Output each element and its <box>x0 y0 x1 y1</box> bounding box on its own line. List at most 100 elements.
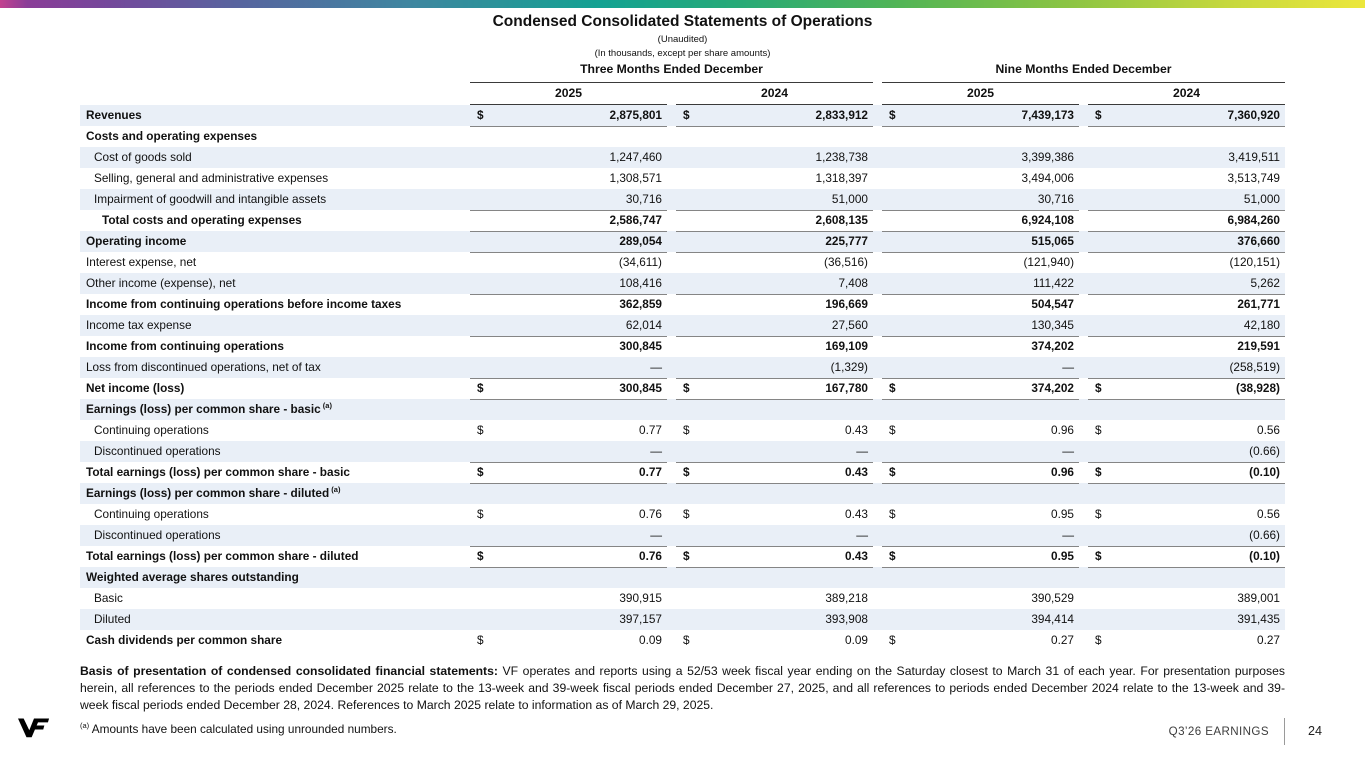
value-cell: 51,000 <box>1088 189 1285 211</box>
cell-value: 0.27 <box>1051 633 1074 647</box>
value-cell: 515,065 <box>882 231 1079 253</box>
value-cell: 3,419,511 <box>1088 147 1285 168</box>
value-cell <box>882 483 1079 504</box>
value-cell: $0.77 <box>470 462 667 484</box>
dollar-sign: $ <box>477 549 484 563</box>
value-cell: 394,414 <box>882 609 1079 630</box>
row-label: Cash dividends per common share <box>86 633 283 647</box>
value-cell: 225,777 <box>676 231 873 253</box>
value-cell: — <box>470 525 667 547</box>
value-cell: 5,262 <box>1088 273 1285 295</box>
cell-value: 1,318,397 <box>815 171 868 185</box>
table-row: Total earnings (loss) per common share -… <box>80 462 1285 484</box>
title-block: Condensed Consolidated Statements of Ope… <box>0 13 1365 59</box>
dollar-sign: $ <box>683 633 690 647</box>
row-label: Cost of goods sold <box>94 150 192 164</box>
cell-value: (0.66) <box>1249 444 1280 458</box>
cell-value: 3,399,386 <box>1021 150 1074 164</box>
cell-value: 7,360,920 <box>1227 108 1280 122</box>
cell-value: 0.56 <box>1257 423 1280 437</box>
value-cell <box>1088 126 1285 147</box>
row-label: Total earnings (loss) per common share -… <box>86 549 359 563</box>
value-cell <box>676 126 873 147</box>
earnings-label: Q3’26 EARNINGS <box>1168 724 1269 738</box>
cell-value: 0.77 <box>639 465 662 479</box>
value-cell: $0.43 <box>676 420 873 441</box>
table-body: Revenues $2,875,801 $2,833,912 $7,439,173 $7… <box>80 105 1285 651</box>
cell-value: 196,669 <box>825 297 868 311</box>
value-cell: $ (38,928) <box>1088 378 1285 400</box>
cell-value: 111,422 <box>1033 276 1074 290</box>
cell-value: 5,262 <box>1250 276 1280 290</box>
cell-value: 376,660 <box>1237 234 1280 248</box>
cell-value: 3,494,006 <box>1021 171 1074 185</box>
value-cell: 397,157 <box>470 609 667 630</box>
value-cell: 2,608,135 <box>676 210 873 232</box>
header-spacer <box>80 83 461 105</box>
row-label: Total earnings (loss) per common share -… <box>86 465 350 479</box>
cell-value: 362,859 <box>619 297 662 311</box>
row-label: Discontinued operations <box>94 444 221 458</box>
value-cell <box>1088 399 1285 420</box>
cell-value: — <box>1062 360 1074 374</box>
cell-value: 0.09 <box>845 633 868 647</box>
value-cell: 289,054 <box>470 231 667 253</box>
cell-value: 62,014 <box>625 318 662 332</box>
dollar-sign: $ <box>683 465 690 479</box>
cell-value: 391,435 <box>1237 612 1280 626</box>
cell-value: 374,202 <box>1031 339 1074 353</box>
cell-value: 2,875,801 <box>609 108 662 122</box>
value-cell: $0.09 <box>470 630 667 651</box>
value-cell <box>882 567 1079 588</box>
value-cell: $0.56 <box>1088 420 1285 441</box>
value-cell: $0.95 <box>882 546 1079 568</box>
cell-value: 0.96 <box>1051 423 1074 437</box>
table-row: Discontinued operations — — — (0.66) <box>80 441 1285 463</box>
row-label: Continuing operations <box>94 423 209 437</box>
cell-value: (0.10) <box>1249 549 1280 563</box>
table-row: Impairment of goodwill and intangible as… <box>80 189 1285 211</box>
row-label: Impairment of goodwill and intangible as… <box>94 192 327 206</box>
value-cell <box>676 483 873 504</box>
cell-value: — <box>650 360 662 374</box>
table-row: Diluted 397,157 393,908 394,414 391,435 <box>80 609 1285 630</box>
value-cell: 42,180 <box>1088 315 1285 337</box>
value-cell: — <box>676 525 873 547</box>
cell-value: 0.95 <box>1051 507 1074 521</box>
table-row: Total costs and operating expenses 2,586,… <box>80 210 1285 232</box>
table-row: Earnings (loss) per common share - basic… <box>80 399 1285 420</box>
cell-value: 0.43 <box>845 507 868 521</box>
dollar-sign: $ <box>477 108 484 122</box>
cell-value: 2,608,135 <box>815 213 868 227</box>
table-row: Cost of goods sold 1,247,460 1,238,738 3,39… <box>80 147 1285 168</box>
value-cell: 3,399,386 <box>882 147 1079 168</box>
dollar-sign: $ <box>1095 633 1102 647</box>
footnote: (a) Amounts have been calculated using u… <box>80 722 397 736</box>
value-cell: 300,845 <box>470 336 667 357</box>
row-label: Revenues <box>86 108 142 122</box>
value-cell: $0.76 <box>470 546 667 568</box>
row-label: Diluted <box>94 612 131 626</box>
dollar-sign: $ <box>1095 423 1102 437</box>
cell-value: 51,000 <box>1243 192 1280 206</box>
year-header-3m-2024: 2024 <box>676 83 873 105</box>
year-header-9m-2025: 2025 <box>882 83 1079 105</box>
row-label: Operating income <box>86 234 187 248</box>
cell-value: 515,065 <box>1031 234 1074 248</box>
value-cell: 6,924,108 <box>882 210 1079 232</box>
table-row: Costs and operating expenses <box>80 126 1285 147</box>
table-row: Basic 390,915 389,218 390,529 389,001 <box>80 588 1285 609</box>
value-cell: $0.95 <box>882 504 1079 525</box>
cell-value: 393,908 <box>825 612 868 626</box>
cell-value: 0.77 <box>639 423 662 437</box>
cell-value: — <box>1062 444 1074 458</box>
cell-value: 504,547 <box>1031 297 1074 311</box>
cell-value: 3,513,749 <box>1227 171 1280 185</box>
cell-value: 0.43 <box>845 423 868 437</box>
value-cell: 390,529 <box>882 588 1079 609</box>
page-number: 24 <box>1307 724 1322 738</box>
dollar-sign: $ <box>683 108 690 122</box>
cell-value: (120,151) <box>1229 255 1281 269</box>
value-cell: 219,591 <box>1088 336 1285 357</box>
value-cell: 1,247,460 <box>470 147 667 168</box>
